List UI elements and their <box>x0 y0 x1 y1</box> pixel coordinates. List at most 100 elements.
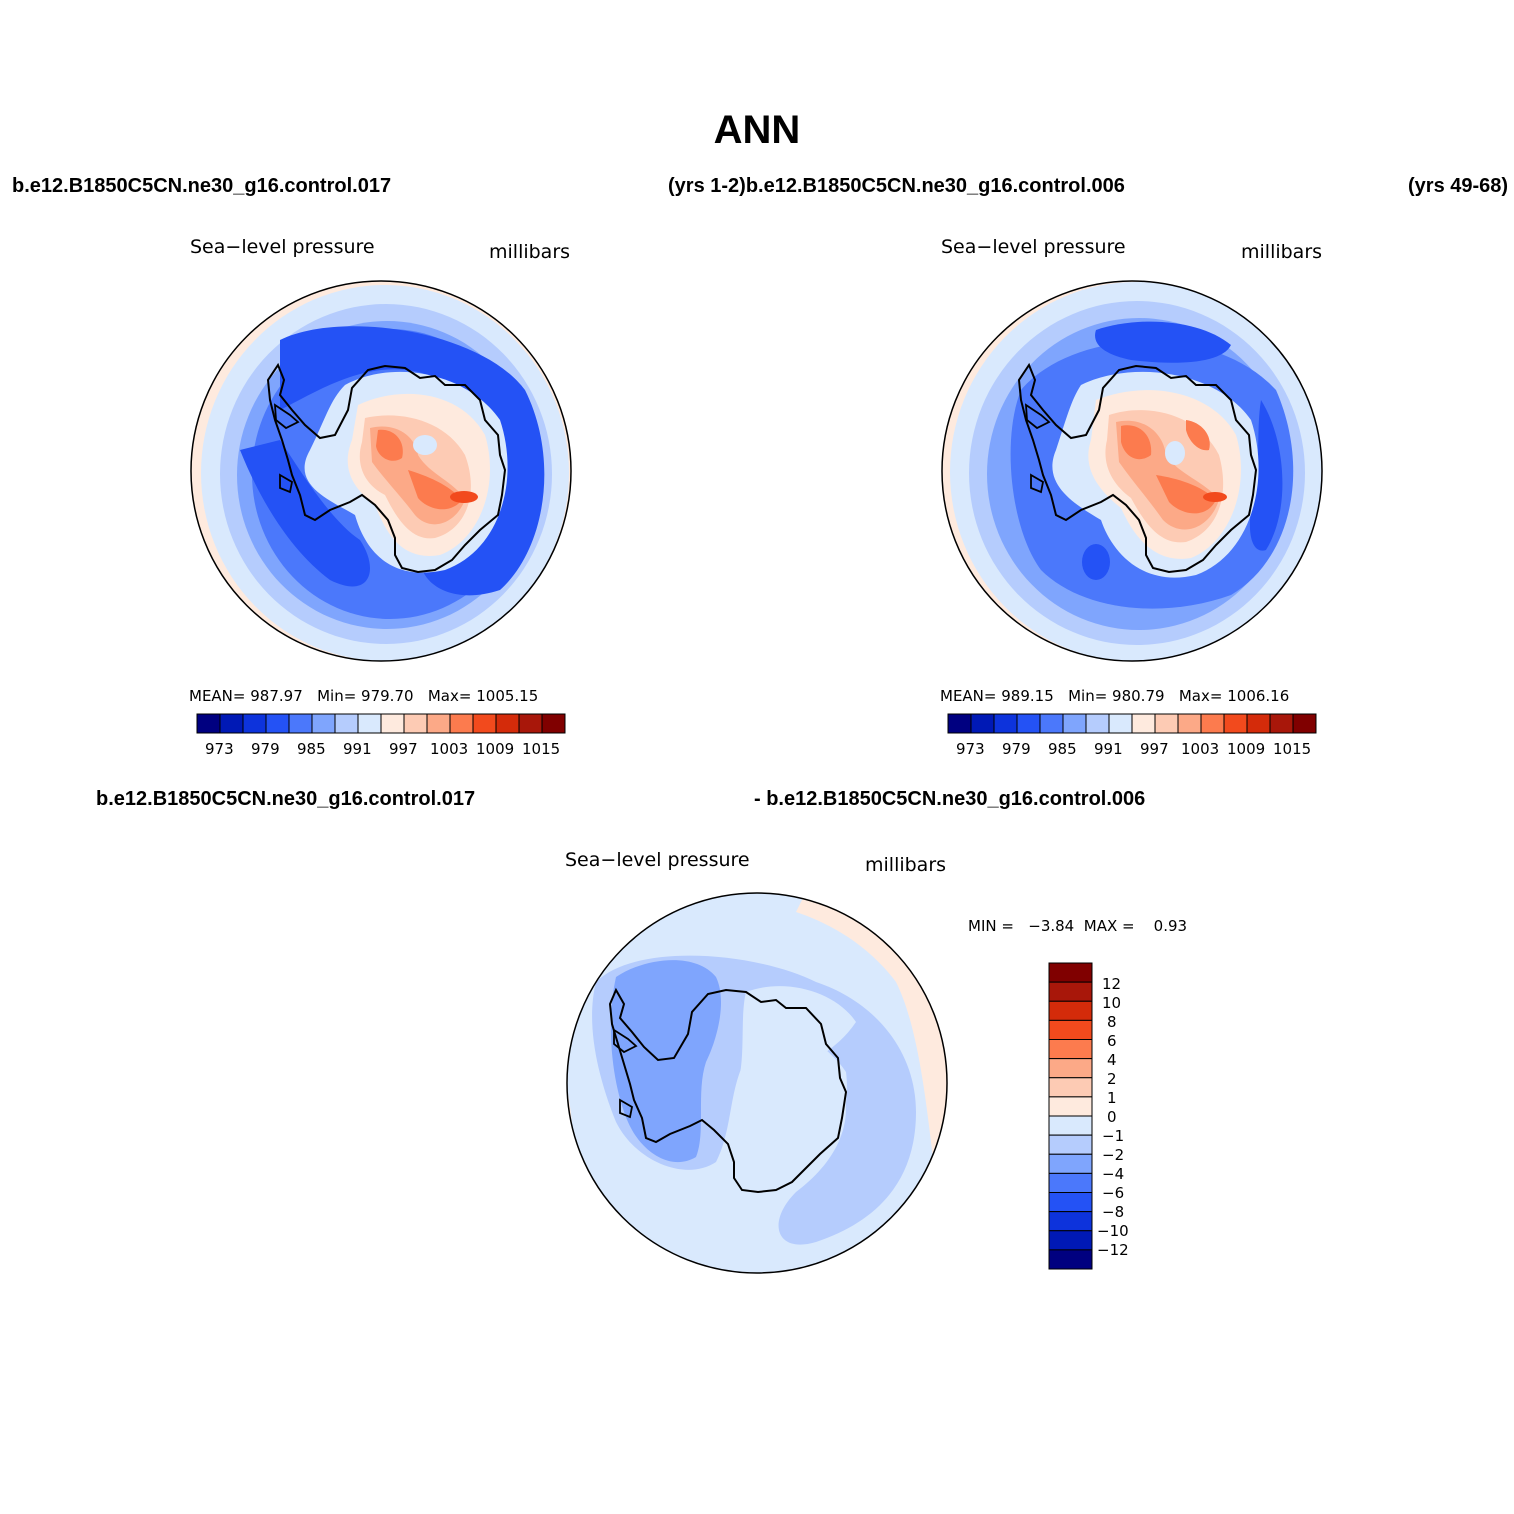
panel1-max-label: Max= <box>427 687 472 705</box>
panel1-min-value: 979.70 <box>361 687 414 705</box>
panel3-tick: −6 <box>1102 1184 1125 1202</box>
colorbar-swatch <box>1292 713 1317 734</box>
panel1-stats: MEAN= 987.97 Min= 979.70 Max= 1005.15 <box>189 687 538 705</box>
colorbar-swatch <box>1246 713 1271 734</box>
colorbar-swatch <box>1177 713 1202 734</box>
colorbar-swatch <box>1048 1134 1093 1155</box>
colorbar-swatch <box>970 713 995 734</box>
panel2-tick: 997 <box>1140 740 1169 758</box>
panel1-units: millibars <box>489 241 571 263</box>
case1-name: b.e12.B1850C5CN.ne30_g16.control.017 <box>12 175 392 197</box>
panel1-tick: 985 <box>297 740 326 758</box>
panel2-min-value: 980.79 <box>1112 687 1165 705</box>
colorbar-swatch <box>242 713 267 734</box>
colorbar-swatch <box>380 713 405 734</box>
panel3-colorbar <box>1048 962 1093 1270</box>
colorbar-swatch <box>1048 1153 1093 1174</box>
colorbar-swatch <box>1085 713 1110 734</box>
colorbar-swatch <box>1269 713 1294 734</box>
colorbar-swatch <box>219 713 244 734</box>
panel3-max-label: MAX = <box>1083 917 1135 935</box>
colorbar-swatch <box>1200 713 1225 734</box>
colorbar-swatch <box>1048 1192 1093 1213</box>
colorbar-swatch <box>1048 1058 1093 1079</box>
panel2-tick: 1015 <box>1273 740 1312 758</box>
colorbar-swatch <box>1048 1172 1093 1194</box>
panel2-max-value: 1006.16 <box>1227 687 1290 705</box>
diff-case2-name: - b.e12.B1850C5CN.ne30_g16.control.006 <box>754 788 1146 810</box>
panel3-tick: −1 <box>1102 1127 1125 1145</box>
panel1-tick: 973 <box>205 740 234 758</box>
panel1-max-value: 1005.15 <box>476 687 539 705</box>
colorbar-swatch <box>518 713 543 734</box>
colorbar-swatch <box>311 713 336 734</box>
colorbar-swatch <box>1223 713 1248 734</box>
panel2-min-label: Min= <box>1068 687 1108 705</box>
panel1-tick: 979 <box>251 740 280 758</box>
panel3-tick: 10 <box>1102 994 1122 1012</box>
panel1-tick: 1015 <box>522 740 561 758</box>
diff-case1-name: b.e12.B1850C5CN.ne30_g16.control.017 <box>96 788 476 810</box>
panel2-tick: 1003 <box>1181 740 1220 758</box>
colorbar-swatch <box>1048 1230 1093 1251</box>
colorbar-swatch <box>449 713 474 734</box>
panel3-tick: 4 <box>1107 1051 1117 1069</box>
panel1-map <box>190 280 572 662</box>
panel3-variable: Sea−level pressure <box>565 849 750 871</box>
colorbar-swatch <box>495 713 520 734</box>
colorbar-swatch <box>1048 1249 1093 1270</box>
colorbar-swatch <box>1048 1077 1093 1098</box>
colorbar-swatch <box>334 713 359 734</box>
colorbar-swatch <box>1016 713 1041 734</box>
panel3-min-value: −3.84 <box>1028 917 1075 935</box>
colorbar-swatch <box>1048 1211 1093 1232</box>
colorbar-swatch <box>1048 1039 1093 1060</box>
panel2-max-label: Max= <box>1178 687 1223 705</box>
colorbar-swatch <box>1048 1019 1093 1041</box>
panel2-units: millibars <box>1241 241 1323 263</box>
colorbar-swatch <box>426 713 451 734</box>
panel1-mean-label: MEAN= <box>189 687 246 705</box>
colorbar-swatch <box>1048 1000 1093 1021</box>
colorbar-swatch <box>1048 1096 1093 1117</box>
panel2-tick: 1009 <box>1227 740 1266 758</box>
panel3-min-label: MIN = <box>968 917 1014 935</box>
years-label: (yrs 49-68) <box>1408 175 1508 197</box>
colorbar-swatch <box>472 713 497 734</box>
colorbar-swatch <box>288 713 313 734</box>
panel2-tick: 985 <box>1048 740 1077 758</box>
panel1-mean-value: 987.97 <box>250 687 303 705</box>
panel2-map <box>941 280 1323 662</box>
panel3-tick: −2 <box>1102 1146 1125 1164</box>
colorbar-swatch <box>403 713 428 734</box>
colorbar-swatch <box>1048 1115 1093 1136</box>
colorbar-swatch <box>357 713 382 734</box>
panel2-variable: Sea−level pressure <box>941 236 1126 258</box>
colorbar-swatch <box>993 713 1018 734</box>
colorbar-swatch <box>1131 713 1156 734</box>
panel1-variable: Sea−level pressure <box>190 236 375 258</box>
panel2-tick: 979 <box>1002 740 1031 758</box>
panel1-colorbar <box>196 713 566 734</box>
page-title: ANN <box>713 108 801 152</box>
panel1-tick: 1003 <box>430 740 469 758</box>
panel3-tick: −10 <box>1097 1222 1129 1240</box>
panel1-tick: 997 <box>389 740 418 758</box>
panel3-tick: 2 <box>1107 1070 1117 1088</box>
colorbar-swatch <box>1154 713 1179 734</box>
panel1-min-label: Min= <box>317 687 357 705</box>
panel2-mean-label: MEAN= <box>940 687 997 705</box>
panel1-tick: 991 <box>343 740 372 758</box>
panel2-tick: 991 <box>1094 740 1123 758</box>
colorbar-swatch <box>1048 981 1093 1002</box>
panel3-tick: 6 <box>1107 1032 1117 1050</box>
colorbar-swatch <box>265 713 290 734</box>
colorbar-swatch <box>947 713 972 734</box>
panel3-tick: −8 <box>1102 1203 1125 1221</box>
panel3-map <box>566 892 948 1274</box>
panel3-max-value: 0.93 <box>1153 917 1188 935</box>
case2-name: (yrs 1-2)b.e12.B1850C5CN.ne30_g16.contro… <box>668 175 1125 197</box>
panel3-units: millibars <box>865 854 947 876</box>
panel3-tick: 0 <box>1107 1108 1117 1126</box>
panel1-tick: 1009 <box>476 740 515 758</box>
